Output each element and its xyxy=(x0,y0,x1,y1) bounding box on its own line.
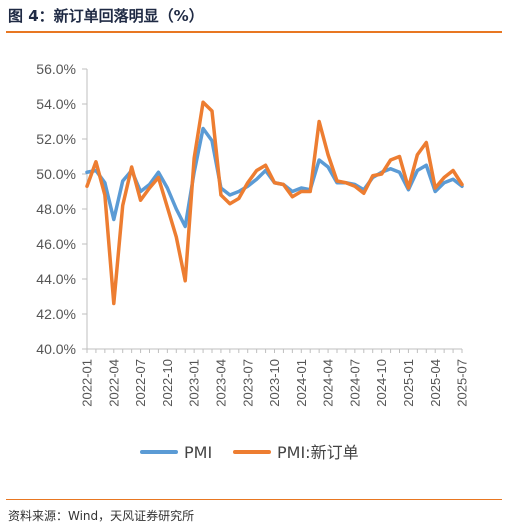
legend-label: PMI xyxy=(184,443,212,462)
y-tick-label: 54.0% xyxy=(36,96,76,112)
line-chart: 56.0% 54.0% 52.0% 50.0% 48.0% 46.0% 44.0% 42.0%… xyxy=(36,61,470,462)
x-tick-label: 2025-01 xyxy=(401,359,416,407)
x-tick-label: 2023-07 xyxy=(240,359,255,407)
x-tick-label: 2025-07 xyxy=(455,359,470,407)
y-tick-label: 42.0% xyxy=(36,306,76,322)
x-tick-label: 2025-04 xyxy=(428,359,443,407)
legend-label: PMI:新订单 xyxy=(277,443,359,462)
y-tick-label: 48.0% xyxy=(36,201,76,217)
y-tick-label: 40.0% xyxy=(36,341,76,357)
x-tick-label: 2024-07 xyxy=(347,359,362,407)
x-tick-label: 2022-07 xyxy=(133,359,148,407)
y-tick-label: 50.0% xyxy=(36,166,76,182)
x-tick-label: 2024-01 xyxy=(294,359,309,407)
y-tick-label: 56.0% xyxy=(36,61,76,77)
source-note: 资料来源：Wind，天风证券研究所 xyxy=(8,509,195,523)
title-rule xyxy=(6,31,502,33)
y-tick-label: 52.0% xyxy=(36,131,76,147)
figure-title: 图 4：新订单回落明显（%） xyxy=(8,7,204,25)
x-tick-label: 2022-04 xyxy=(106,359,121,407)
x-tick-label: 2024-04 xyxy=(321,359,336,407)
y-tick-label: 44.0% xyxy=(36,271,76,287)
x-tick-label: 2023-10 xyxy=(267,359,282,407)
x-tick-label: 2023-04 xyxy=(213,359,228,407)
x-tick-label: 2022-01 xyxy=(80,359,95,407)
series-line-pmi-new-orders xyxy=(85,100,464,306)
source-rule xyxy=(6,499,502,500)
x-tick-label: 2022-10 xyxy=(160,359,175,407)
x-tick-label: 2023-01 xyxy=(187,359,202,407)
x-tick-label: 2024-10 xyxy=(374,359,389,407)
y-tick-label: 46.0% xyxy=(36,236,76,252)
